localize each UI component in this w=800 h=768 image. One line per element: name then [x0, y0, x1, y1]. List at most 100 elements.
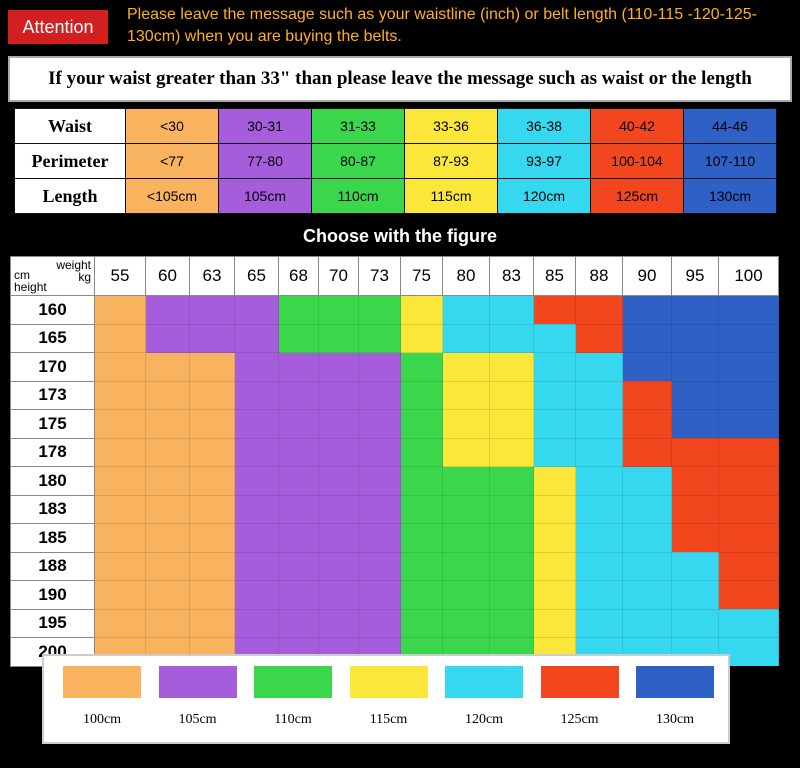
heatmap-cell [358, 608, 401, 638]
heatmap-cell [489, 437, 534, 467]
weight-label: 83 [489, 256, 534, 296]
heatmap-cell [718, 323, 779, 353]
heatmap-cell [533, 608, 576, 638]
height-label: 160 [10, 295, 95, 325]
heatmap-cell [234, 608, 279, 638]
height-label: 165 [10, 323, 95, 353]
heatmap-cell [234, 380, 279, 410]
size-cell-perimeter: <77 [125, 143, 219, 179]
corner-weight: weight [56, 258, 91, 272]
heatmap-cell [533, 494, 576, 524]
heatmap-cell [533, 409, 576, 439]
size-cell-perimeter: 77-80 [218, 143, 312, 179]
corner-kg: kg [78, 270, 91, 284]
heatmap-cell [400, 323, 443, 353]
heatmap-cell [145, 352, 190, 382]
heatmap-cell [358, 323, 401, 353]
attention-message: Please leave the message such as your wa… [127, 6, 757, 45]
heatmap-cell [189, 580, 235, 610]
weight-label: 100 [718, 256, 779, 296]
heatmap-cell [278, 323, 319, 353]
heatmap-cell [94, 494, 146, 524]
heatmap-cell [718, 608, 779, 638]
heatmap-cell [278, 437, 319, 467]
size-cell-perimeter: 107-110 [683, 143, 777, 179]
heatmap-cell [318, 466, 359, 496]
heatmap-cell [533, 551, 576, 581]
legend-swatch [349, 666, 428, 698]
weight-label: 90 [622, 256, 672, 296]
heatmap-cell [400, 551, 443, 581]
heatmap-cell [400, 409, 443, 439]
heatmap-cell [234, 323, 279, 353]
heatmap-cell [234, 466, 279, 496]
waist-note-banner: If your waist greater than 33" than plea… [8, 56, 792, 102]
heatmap-cell [622, 323, 672, 353]
length-legend: 100cm 105cm 110cm 115cm 120cm 125cm 130cm [42, 654, 730, 744]
heatmap-cell [533, 466, 576, 496]
heatmap-cell [622, 380, 672, 410]
heatmap-cell [358, 437, 401, 467]
heatmap-cell [442, 437, 490, 467]
size-table: Waist <30 30-31 31-33 33-36 36-38 40-42 44-46 Pe… [14, 108, 777, 214]
heatmap-cell [671, 295, 719, 325]
height-row: 185 [10, 523, 779, 553]
heatmap-cell [189, 323, 235, 353]
size-row-length: Length <105cm 105cm 110cm 115cm 120cm 125cm 130… [14, 178, 777, 214]
heatmap-cell [489, 523, 534, 553]
size-cell-length: 120cm [497, 178, 591, 214]
height-label: 190 [10, 580, 95, 610]
heatmap-cell [94, 323, 146, 353]
corner-cell: weight kg cm height [10, 256, 95, 296]
size-cell-waist: 36-38 [497, 108, 591, 144]
heatmap-cell [575, 580, 623, 610]
heatmap-cell [358, 494, 401, 524]
height-row: 170 [10, 352, 779, 382]
weight-label: 55 [94, 256, 146, 296]
heatmap-cell [489, 352, 534, 382]
heatmap-cell [358, 466, 401, 496]
legend-label: 115cm [369, 712, 408, 727]
heatmap-cell [575, 295, 623, 325]
weight-label: 68 [278, 256, 319, 296]
heatmap-cell [671, 409, 719, 439]
height-label: 178 [10, 437, 95, 467]
legend-swatch [636, 666, 714, 698]
heatmap-cell [189, 494, 235, 524]
heatmap-cell [622, 295, 672, 325]
heatmap-cell [718, 380, 779, 410]
heatmap-cell [533, 323, 576, 353]
heatmap-cell [489, 494, 534, 524]
heatmap-cell [278, 380, 319, 410]
heatmap-cell [442, 352, 490, 382]
height-label: 188 [10, 551, 95, 581]
heatmap-cell [358, 352, 401, 382]
heatmap-cell [189, 551, 235, 581]
heatmap-cell [94, 580, 146, 610]
heatmap-cell [622, 494, 672, 524]
weight-label: 75 [400, 256, 443, 296]
heatmap-cell [622, 466, 672, 496]
size-cell-length: 110cm [311, 178, 405, 214]
heatmap-cell [489, 551, 534, 581]
heatmap-cell [718, 409, 779, 439]
heatmap-cell [318, 523, 359, 553]
heatmap-cell [575, 380, 623, 410]
heatmap-cell [234, 409, 279, 439]
heatmap-cell [575, 494, 623, 524]
height-row: 178 [10, 437, 779, 467]
heatmap-cell [442, 551, 490, 581]
heatmap-cell [318, 380, 359, 410]
heatmap-cell [278, 295, 319, 325]
heatmap-cell [533, 295, 576, 325]
size-row-waist: Waist <30 30-31 31-33 33-36 36-38 40-42 44-46 [14, 108, 777, 144]
heatmap-cell [622, 580, 672, 610]
heatmap-cell [575, 523, 623, 553]
heatmap-cell [234, 580, 279, 610]
heatmap-cell [94, 380, 146, 410]
heatmap-cell [442, 323, 490, 353]
heatmap-cell [575, 409, 623, 439]
heatmap-cell [718, 466, 779, 496]
heatmap-cell [718, 437, 779, 467]
height-label: 185 [10, 523, 95, 553]
